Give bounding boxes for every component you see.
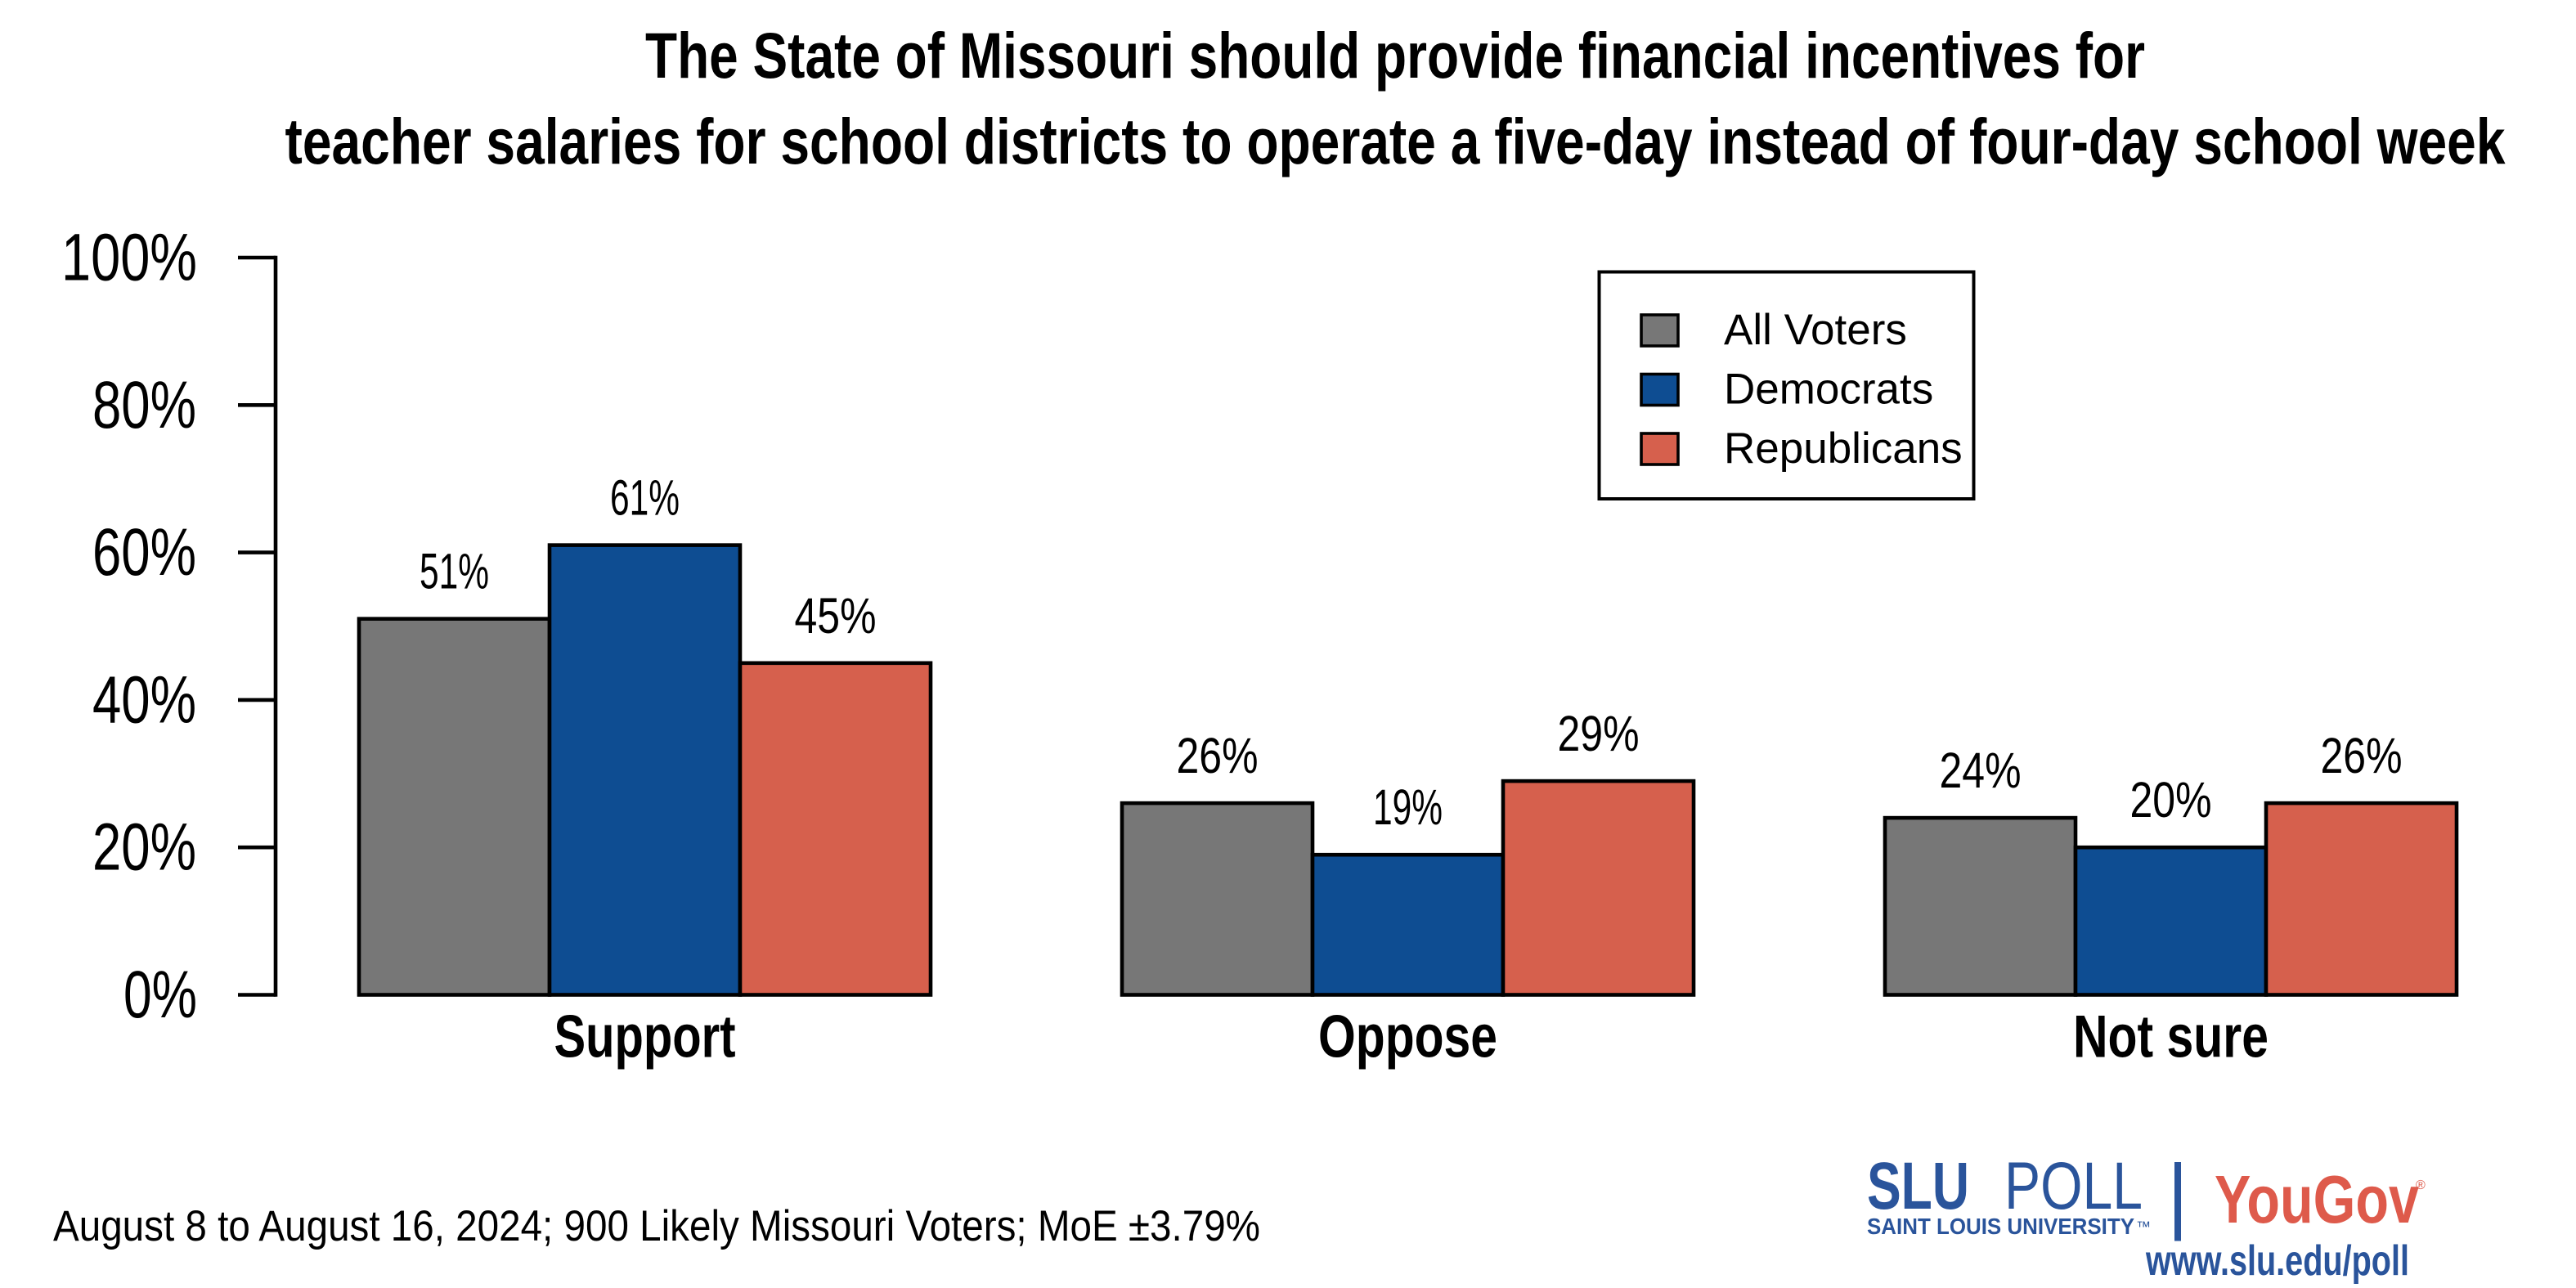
svg-text:51%: 51% [420, 544, 489, 599]
svg-text:26%: 26% [1177, 728, 1259, 783]
svg-text:100%: 100% [61, 221, 197, 295]
svg-text:20%: 20% [2130, 772, 2212, 828]
svg-text:0%: 0% [123, 958, 197, 1032]
svg-text:YouGov: YouGov [2215, 1161, 2419, 1237]
svg-text:60%: 60% [92, 515, 196, 590]
svg-text:61%: 61% [610, 470, 680, 526]
svg-text:26%: 26% [2321, 728, 2403, 783]
svg-text:40%: 40% [92, 662, 196, 737]
svg-text:August 8 to August 16, 2024; 9: August 8 to August 16, 2024; 900 Likely … [53, 1202, 1260, 1250]
svg-text:™: ™ [2136, 1218, 2151, 1235]
svg-text:45%: 45% [795, 588, 877, 644]
svg-text:The State of Missouri should p: The State of Missouri should provide fin… [645, 19, 2145, 92]
svg-text:Republicans: Republicans [1724, 424, 1963, 473]
svg-text:20%: 20% [92, 810, 196, 885]
svg-text:All Voters: All Voters [1724, 306, 1907, 354]
svg-text:29%: 29% [1558, 706, 1640, 761]
svg-text:teacher salaries for school di: teacher salaries for school districts to… [285, 105, 2506, 177]
svg-text:POLL: POLL [2004, 1149, 2143, 1223]
svg-text:SLU: SLU [1867, 1149, 1969, 1223]
svg-text:SAINT LOUIS UNIVERSITY: SAINT LOUIS UNIVERSITY [1867, 1214, 2134, 1239]
svg-text:www.slu.edu/poll: www.slu.edu/poll [2145, 1237, 2409, 1285]
svg-text:Democrats: Democrats [1724, 366, 1933, 414]
svg-text:Oppose: Oppose [1318, 1004, 1497, 1070]
svg-text:Support: Support [554, 1004, 736, 1070]
svg-text:80%: 80% [92, 368, 196, 442]
svg-text:Not sure: Not sure [2073, 1004, 2269, 1070]
svg-text:24%: 24% [1940, 743, 2022, 798]
svg-text:®: ® [2416, 1178, 2426, 1192]
svg-text:19%: 19% [1373, 779, 1443, 835]
